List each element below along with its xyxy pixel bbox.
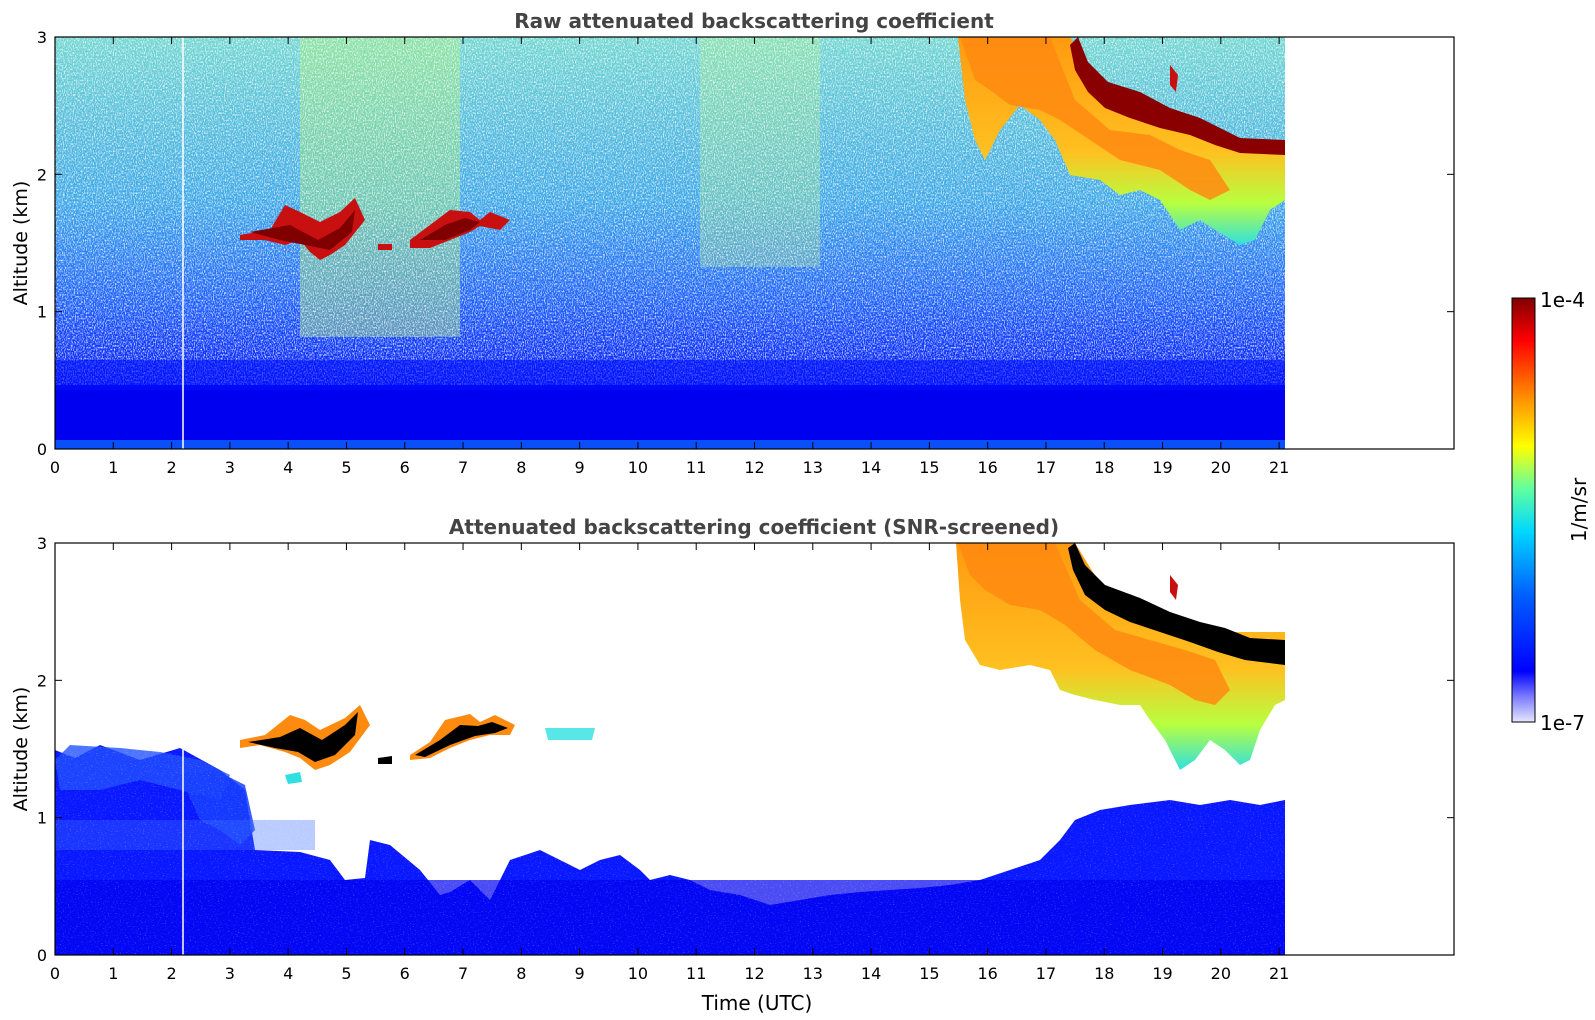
x-tick-label: 4 [283,964,293,983]
x-tick-label: 10 [628,458,648,477]
x-tick-label: 17 [1036,964,1056,983]
y-tick-label: 2 [37,671,47,690]
x-tick-label: 19 [1152,458,1172,477]
x-tick-label: 9 [575,458,585,477]
x-tick-label: 11 [686,964,706,983]
x-tick-label: 2 [166,964,176,983]
raw-high-cloud [958,37,1285,245]
raw-y-axis-label: Altitude (km) [10,181,32,306]
x-tick-label: 4 [283,458,293,477]
x-tick-label: 15 [919,458,939,477]
raw-boundary-layer [55,385,1285,449]
colorbar: 1e-4 1e-7 1/m/sr [1511,288,1591,735]
snr-y-ticks: 0 1 2 3 [37,534,1454,965]
x-tick-label: 2 [166,458,176,477]
x-tick-label: 19 [1152,964,1172,983]
y-tick-label: 1 [37,809,47,828]
snr-noise [55,740,1285,955]
x-tick-label: 8 [516,964,526,983]
raw-heatmap [55,37,1285,449]
x-tick-label: 6 [400,458,410,477]
x-tick-label: 16 [977,964,997,983]
snr-chart-title: Attenuated backscattering coefficient (S… [449,515,1059,539]
raw-chart-title: Raw attenuated backscattering coefficien… [514,9,994,33]
y-tick-label: 3 [37,28,47,47]
x-tick-label: 20 [1211,964,1231,983]
x-tick-label: 0 [50,964,60,983]
x-tick-label: 14 [861,458,881,477]
x-tick-label: 7 [458,964,468,983]
y-tick-label: 0 [37,946,47,965]
raw-cloud-layer [240,198,510,260]
x-tick-label: 12 [744,458,764,477]
x-tick-label: 1 [108,964,118,983]
x-tick-label: 11 [686,458,706,477]
x-tick-label: 3 [225,458,235,477]
x-tick-label: 13 [803,964,823,983]
snr-x-axis-label: Time (UTC) [701,991,813,1015]
x-tick-label: 0 [50,458,60,477]
raw-y-ticks: 0 1 2 3 [37,28,1454,459]
x-tick-label: 20 [1211,458,1231,477]
y-tick-label: 2 [37,165,47,184]
snr-x-ticks: 0 1 2 3 4 5 6 7 8 9 10 11 12 13 14 15 16 17 18 19 20 21 [50,543,1289,983]
snr-high-cloud [956,543,1285,770]
colorbar-min-label: 1e-7 [1540,711,1585,735]
snr-y-axis-label: Altitude (km) [10,687,32,812]
x-tick-label: 16 [977,458,997,477]
panel-snr: 0 1 2 3 4 5 6 7 8 9 10 11 12 13 14 15 16 17 18 19 20 21 0123 … [10,515,1455,1015]
x-tick-label: 17 [1036,458,1056,477]
x-tick-label: 5 [341,458,351,477]
x-tick-label: 6 [400,964,410,983]
colorbar-unit-label: 1/m/sr [1567,477,1591,542]
x-tick-label: 21 [1269,458,1289,477]
x-tick-label: 21 [1269,964,1289,983]
x-tick-label: 7 [458,458,468,477]
snr-cloud-layer [240,705,595,784]
x-tick-label: 18 [1094,964,1114,983]
y-tick-label: 3 [37,534,47,553]
colorbar-gradient [1511,297,1536,723]
x-tick-label: 15 [919,964,939,983]
x-tick-label: 14 [861,964,881,983]
x-tick-label: 18 [1094,458,1114,477]
x-tick-label: 9 [575,964,585,983]
raw-x-ticks: 0 1 2 3 4 5 6 7 8 9 10 11 12 13 14 15 16 17 18 19 20 21 [50,37,1289,477]
colorbar-max-label: 1e-4 [1540,288,1585,312]
x-tick-label: 1 [108,458,118,477]
x-tick-label: 3 [225,964,235,983]
x-tick-label: 12 [744,964,764,983]
x-tick-label: 8 [516,458,526,477]
snr-heatmap [55,543,1285,955]
y-tick-label: 1 [37,303,47,322]
x-tick-label: 5 [341,964,351,983]
y-tick-label: 0 [37,440,47,459]
x-tick-label: 13 [803,458,823,477]
x-tick-label: 10 [628,964,648,983]
panel-raw: 0 1 2 3 4 5 6 7 8 9 10 11 12 13 14 15 16 17 18 19 20 21 0123 … [10,9,1455,477]
